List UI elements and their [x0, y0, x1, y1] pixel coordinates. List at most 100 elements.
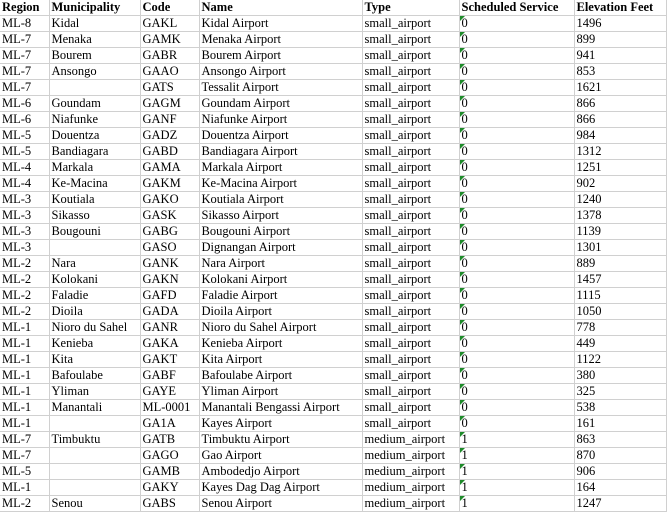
cell-type[interactable]: medium_airport [362, 463, 460, 480]
cell-code[interactable]: GABS [140, 495, 200, 512]
cell-code[interactable]: GAKA [140, 335, 200, 352]
cell-type[interactable]: small_airport [362, 159, 460, 176]
cell-elevation-feet[interactable]: 863 [574, 431, 667, 448]
cell-type[interactable]: small_airport [362, 303, 460, 320]
cell-region[interactable]: ML-6 [0, 111, 50, 128]
cell-type[interactable]: small_airport [362, 399, 460, 416]
cell-elevation-feet[interactable]: 1496 [574, 15, 667, 32]
cell-region[interactable]: ML-1 [0, 383, 50, 400]
cell-scheduled-service[interactable]: 0 [459, 191, 575, 208]
cell-code[interactable]: GAAO [140, 63, 200, 80]
cell-municipality[interactable]: Douentza [49, 127, 141, 144]
cell-elevation-feet[interactable]: 1312 [574, 143, 667, 160]
cell-name[interactable]: Nioro du Sahel Airport [199, 319, 363, 336]
cell-municipality[interactable] [49, 447, 141, 464]
cell-code[interactable]: GASO [140, 239, 200, 256]
cell-region[interactable]: ML-5 [0, 463, 50, 480]
cell-name[interactable]: Kolokani Airport [199, 271, 363, 288]
cell-elevation-feet[interactable]: 941 [574, 47, 667, 64]
cell-region[interactable]: ML-5 [0, 143, 50, 160]
cell-municipality[interactable]: Senou [49, 495, 141, 512]
cell-elevation-feet[interactable]: 380 [574, 367, 667, 384]
cell-municipality[interactable]: Koutiala [49, 191, 141, 208]
cell-region[interactable]: ML-8 [0, 15, 50, 32]
cell-type[interactable]: small_airport [362, 79, 460, 96]
header-name[interactable]: Name [199, 0, 363, 16]
cell-municipality[interactable]: Manantali [49, 399, 141, 416]
cell-elevation-feet[interactable]: 1301 [574, 239, 667, 256]
cell-elevation-feet[interactable]: 1457 [574, 271, 667, 288]
cell-elevation-feet[interactable]: 902 [574, 175, 667, 192]
cell-name[interactable]: Douentza Airport [199, 127, 363, 144]
cell-name[interactable]: Niafunke Airport [199, 111, 363, 128]
cell-elevation-feet[interactable]: 1251 [574, 159, 667, 176]
cell-type[interactable]: small_airport [362, 15, 460, 32]
cell-code[interactable]: ML-0001 [140, 399, 200, 416]
cell-name[interactable]: Timbuktu Airport [199, 431, 363, 448]
cell-region[interactable]: ML-7 [0, 31, 50, 48]
cell-code[interactable]: GAMB [140, 463, 200, 480]
cell-code[interactable]: GAKO [140, 191, 200, 208]
cell-type[interactable]: small_airport [362, 175, 460, 192]
cell-code[interactable]: GAKN [140, 271, 200, 288]
cell-region[interactable]: ML-1 [0, 335, 50, 352]
cell-code[interactable]: GANF [140, 111, 200, 128]
cell-code[interactable]: GANR [140, 319, 200, 336]
cell-name[interactable]: Bougouni Airport [199, 223, 363, 240]
cell-municipality[interactable]: Ansongo [49, 63, 141, 80]
cell-scheduled-service[interactable]: 0 [459, 143, 575, 160]
cell-elevation-feet[interactable]: 1050 [574, 303, 667, 320]
cell-name[interactable]: Sikasso Airport [199, 207, 363, 224]
cell-name[interactable]: Faladie Airport [199, 287, 363, 304]
header-code[interactable]: Code [140, 0, 200, 16]
cell-scheduled-service[interactable]: 0 [459, 239, 575, 256]
cell-scheduled-service[interactable]: 0 [459, 79, 575, 96]
cell-region[interactable]: ML-2 [0, 255, 50, 272]
cell-municipality[interactable]: Timbuktu [49, 431, 141, 448]
cell-scheduled-service[interactable]: 0 [459, 287, 575, 304]
cell-region[interactable]: ML-3 [0, 207, 50, 224]
cell-code[interactable]: GAMK [140, 31, 200, 48]
cell-name[interactable]: Tessalit Airport [199, 79, 363, 96]
cell-scheduled-service[interactable]: 0 [459, 15, 575, 32]
cell-elevation-feet[interactable]: 538 [574, 399, 667, 416]
cell-elevation-feet[interactable]: 853 [574, 63, 667, 80]
cell-type[interactable]: small_airport [362, 319, 460, 336]
cell-type[interactable]: small_airport [362, 271, 460, 288]
cell-type[interactable]: small_airport [362, 31, 460, 48]
cell-name[interactable]: Yliman Airport [199, 383, 363, 400]
cell-elevation-feet[interactable]: 866 [574, 95, 667, 112]
cell-elevation-feet[interactable]: 1122 [574, 351, 667, 368]
cell-region[interactable]: ML-1 [0, 479, 50, 496]
cell-name[interactable]: Kidal Airport [199, 15, 363, 32]
cell-region[interactable]: ML-3 [0, 223, 50, 240]
cell-region[interactable]: ML-7 [0, 431, 50, 448]
cell-code[interactable]: GATS [140, 79, 200, 96]
cell-code[interactable]: GAKL [140, 15, 200, 32]
cell-region[interactable]: ML-4 [0, 159, 50, 176]
cell-municipality[interactable]: Kita [49, 351, 141, 368]
cell-elevation-feet[interactable]: 1240 [574, 191, 667, 208]
cell-type[interactable]: medium_airport [362, 431, 460, 448]
cell-code[interactable]: GASK [140, 207, 200, 224]
cell-code[interactable]: GABR [140, 47, 200, 64]
cell-type[interactable]: medium_airport [362, 447, 460, 464]
cell-municipality[interactable]: Nara [49, 255, 141, 272]
cell-scheduled-service[interactable]: 0 [459, 95, 575, 112]
cell-code[interactable]: GATB [140, 431, 200, 448]
cell-municipality[interactable] [49, 415, 141, 432]
cell-name[interactable]: Bourem Airport [199, 47, 363, 64]
cell-municipality[interactable]: Kenieba [49, 335, 141, 352]
cell-name[interactable]: Goundam Airport [199, 95, 363, 112]
cell-scheduled-service[interactable]: 0 [459, 207, 575, 224]
header-type[interactable]: Type [362, 0, 460, 16]
cell-scheduled-service[interactable]: 1 [459, 431, 575, 448]
cell-region[interactable]: ML-2 [0, 495, 50, 512]
cell-municipality[interactable]: Niafunke [49, 111, 141, 128]
cell-municipality[interactable]: Yliman [49, 383, 141, 400]
cell-code[interactable]: GADZ [140, 127, 200, 144]
cell-code[interactable]: GAKT [140, 351, 200, 368]
cell-scheduled-service[interactable]: 0 [459, 383, 575, 400]
cell-type[interactable]: small_airport [362, 47, 460, 64]
cell-region[interactable]: ML-2 [0, 303, 50, 320]
